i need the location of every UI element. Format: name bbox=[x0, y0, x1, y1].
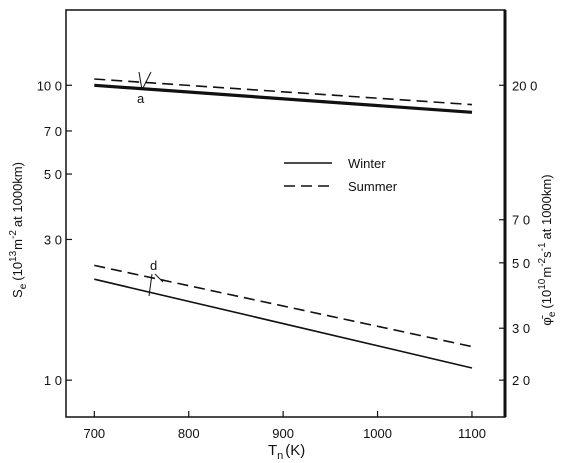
left-tick-label: 1 0 bbox=[44, 373, 62, 388]
x-axis-ticks: 700 800 900 1000 1100 bbox=[83, 411, 486, 441]
x-axis-title-unit: (K) bbox=[285, 442, 305, 459]
right-tick-label: 3 0 bbox=[512, 321, 530, 336]
left-tick-label: 7 0 bbox=[44, 124, 62, 139]
series-a-summer-line bbox=[94, 78, 473, 106]
annotations: a d bbox=[137, 71, 164, 297]
right-tick-label: 5 0 bbox=[512, 256, 530, 271]
annotation-a: a bbox=[137, 91, 145, 106]
series-layer bbox=[94, 78, 473, 369]
right-axis-title-tail: at 1000km) bbox=[539, 174, 554, 239]
left-axis-title-m: m bbox=[10, 239, 25, 250]
left-axis-title-sub: e bbox=[18, 283, 29, 289]
right-axis-title-exp3: -1 bbox=[537, 242, 548, 251]
left-axis-title-exp2: -2 bbox=[8, 230, 19, 239]
right-axis-title-exp: 10 bbox=[537, 278, 548, 290]
left-axis-title-exp: 13 bbox=[8, 250, 19, 262]
annotation-d: d bbox=[150, 258, 157, 273]
left-tick-label: 3 0 bbox=[44, 232, 62, 247]
right-axis-title: φ̄e (1010m-2s-1 at 1000km) bbox=[537, 174, 558, 325]
x-tick-label: 1100 bbox=[458, 426, 486, 441]
x-tick-label: 700 bbox=[83, 426, 105, 441]
x-axis-title-subscript: n bbox=[277, 450, 283, 462]
x-axis-title: Tn (K) bbox=[268, 442, 305, 462]
annotation-d-pointer-1 bbox=[148, 273, 153, 297]
left-axis-ticks: 1 0 3 0 5 0 7 0 10 0 bbox=[37, 78, 72, 388]
x-tick-label: 1000 bbox=[363, 426, 392, 441]
legend: Winter Summer bbox=[284, 156, 398, 194]
left-tick-label: 5 0 bbox=[44, 167, 62, 182]
plot-frame bbox=[65, 9, 506, 418]
right-tick-label: 7 0 bbox=[512, 213, 530, 228]
annotation-d-pointer-2 bbox=[154, 273, 164, 283]
x-tick-label: 800 bbox=[178, 426, 200, 441]
right-axis-title-exp2: -2 bbox=[537, 257, 548, 266]
right-axis-title-s: s bbox=[539, 251, 554, 258]
series-a-winter-line bbox=[94, 83, 473, 114]
right-tick-label: 2 0 bbox=[512, 373, 530, 388]
left-axis-title-tail: at 1000km) bbox=[10, 162, 25, 227]
annotation-a-pointer-2 bbox=[141, 71, 152, 91]
right-tick-label: 20 0 bbox=[512, 78, 537, 93]
series-d-winter-line bbox=[94, 278, 473, 369]
right-axis-ticks: 2 0 3 0 5 0 7 0 20 0 bbox=[499, 78, 537, 388]
left-tick-label: 10 0 bbox=[37, 78, 62, 93]
annotation-a-pointer-1 bbox=[138, 71, 143, 91]
x-tick-label: 900 bbox=[272, 426, 294, 441]
x-axis-title-symbol: T bbox=[268, 442, 277, 459]
right-axis-title-open: (10 bbox=[539, 290, 554, 309]
left-axis-title: Se (1013m-2 at 1000km) bbox=[8, 162, 29, 298]
left-axis-title-symbol: S bbox=[10, 289, 25, 298]
legend-winter-label: Winter bbox=[348, 156, 386, 171]
legend-summer-label: Summer bbox=[348, 179, 398, 194]
right-axis-title-symbol: φ̄ bbox=[539, 315, 554, 325]
series-d-summer-line bbox=[94, 264, 473, 348]
right-axis-title-sub: e bbox=[547, 311, 558, 317]
right-axis-title-m: m bbox=[539, 267, 554, 278]
left-axis-title-open: (10 bbox=[10, 262, 25, 281]
